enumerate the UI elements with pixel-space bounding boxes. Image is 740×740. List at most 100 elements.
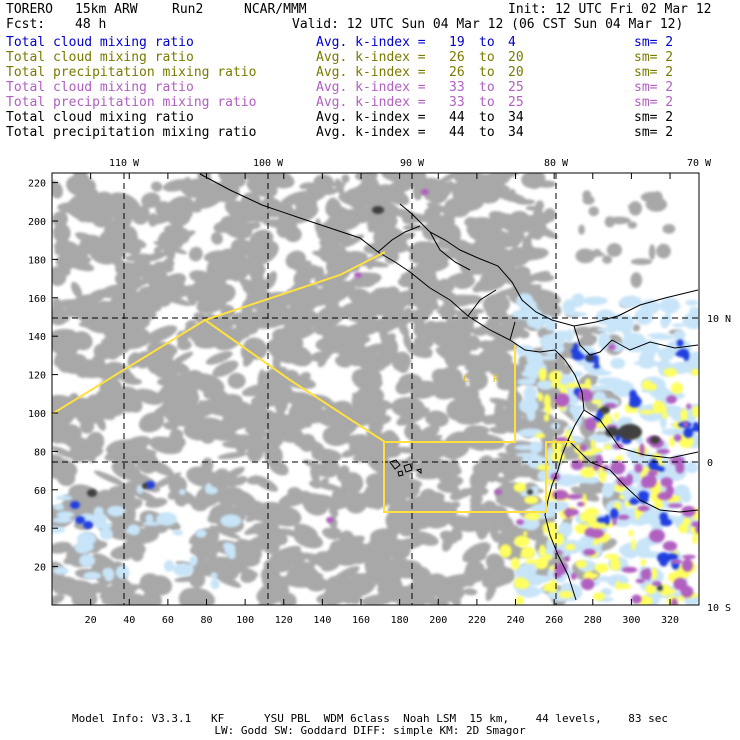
x-tick-label: 220 [468,615,486,626]
cloud-blob [263,559,277,572]
cloud-blob [296,264,308,272]
yellow-blob [651,567,658,581]
legend-from: 19 [449,35,465,50]
yellow-blob [537,464,551,471]
light-blue-blob [189,555,198,567]
cloud-blob [604,216,615,228]
yellow-blob [558,590,574,599]
cloud-blob [334,280,356,293]
light-blue-blob [659,297,680,314]
cloud-blob [318,409,339,418]
purple-blob [570,459,584,471]
light-blue-blob [172,529,184,536]
cloud-blob [76,359,102,378]
cloud-blob [656,243,671,259]
yellow-blob [543,394,551,408]
cloud-blob [463,588,478,596]
light-blue-blob [53,503,65,511]
cloud-blob [523,419,554,433]
yellow-blob [535,433,546,439]
cloud-blob [578,224,585,235]
light-blue-blob [566,311,588,317]
cloud-blob [446,224,453,235]
yellow-blob [513,577,528,589]
cloud-blob [471,327,488,336]
legend-row: Total precipitation mixing ratio Avg. k-i… [6,125,726,140]
yellow-blob [551,535,564,546]
light-blue-blob [689,306,699,316]
x-tick-label: 260 [545,615,563,626]
light-blue-blob [83,571,102,580]
cloud-blob [111,578,134,598]
light-blue-blob [136,484,144,494]
cloud-blob [153,290,172,307]
purple-blob [421,189,429,195]
cloud-blob [426,202,452,214]
light-blue-blob [558,522,573,538]
cloud-blob [396,407,430,426]
cloud-blob [160,360,190,374]
cloud-blob [246,287,280,304]
purple-blob [595,454,603,468]
cloud-blob [328,199,342,221]
cloud-blob [510,210,528,220]
coastline-segment [624,485,699,513]
dark-core [142,483,148,489]
light-blue-blob [528,308,543,320]
purple-blob [673,577,687,591]
cloud-blob [488,505,509,525]
cloud-blob [466,335,481,351]
cloud-blob [262,218,298,229]
cloud-blob [480,351,513,371]
light-blue-blob [596,327,614,332]
longitude-label: 100 W [253,158,284,169]
purple-blob [326,517,334,523]
cloud-blob [472,173,504,193]
cloud-blob [420,425,440,439]
cloud-blob [153,261,174,273]
yellow-blob [590,448,603,453]
init-time: Init: 12 UTC Fri 02 Mar 12 [508,2,712,17]
cloud-blob [246,177,278,198]
cloud-blob [408,312,420,322]
cloud-blob [386,333,397,341]
cloud-blob [52,266,67,287]
cloud-blob [628,203,637,209]
cloud-blob [245,507,269,522]
light-blue-blob [617,314,635,329]
x-tick-label: 120 [275,615,293,626]
cloud-blob [355,173,375,182]
cloud-blob [155,343,168,355]
cloud-blob [233,538,253,560]
cloud-blob [244,319,260,331]
axis-ticks [52,173,671,605]
purple-blob [660,477,673,488]
light-blue-blob [205,483,213,494]
cloud-blob [504,253,521,263]
cloud-blob [375,399,393,410]
cloud-blob [93,470,126,486]
cloud-blob [397,590,423,605]
legend-from: 44 [449,110,465,125]
yellow-blob [548,370,562,383]
yellow-blob [680,408,688,422]
purple-blob [683,421,689,428]
cloud-blob [155,366,167,378]
cloud-blob [122,498,143,511]
cloud-blob [435,347,468,366]
legend-field: Total cloud mixing ratio [6,35,194,50]
cloud-blob [113,237,129,258]
purple-blob [637,505,650,512]
cloud-blob [320,496,329,505]
cloud-blob [265,375,286,390]
light-blue-blob [220,514,242,528]
light-blue-blob [597,576,613,582]
light-blue-blob [156,512,178,526]
purple-blob [639,443,645,457]
yellow-blob [499,544,512,558]
x-tick-label: 20 [85,615,97,626]
light-blue-blob [516,293,534,310]
longitude-label: 70 W [687,158,712,169]
light-blue-blob [52,526,66,534]
